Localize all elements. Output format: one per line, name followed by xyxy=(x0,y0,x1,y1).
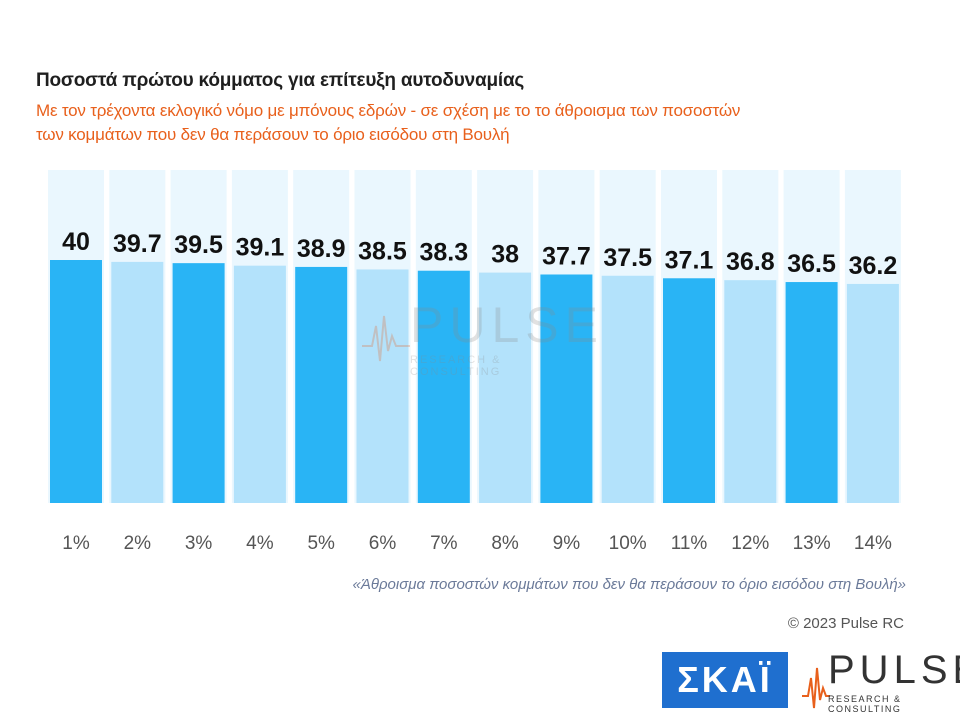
data-label: 38.3 xyxy=(419,239,468,267)
data-label: 39.1 xyxy=(236,234,285,262)
data-label: 38.9 xyxy=(297,235,346,263)
x-axis-label: «Άθροισμα ποσοστών κομμάτων που δεν θα π… xyxy=(352,576,906,593)
data-label: 39.7 xyxy=(113,230,162,258)
chart-title: Ποσοστά πρώτου κόμματος για επίτευξη αυτ… xyxy=(36,70,525,91)
bar xyxy=(540,274,593,503)
pulse-wave-icon xyxy=(802,667,830,709)
data-label: 36.5 xyxy=(787,250,836,278)
x-tick-label: 4% xyxy=(246,533,274,554)
x-tick-label: 7% xyxy=(430,533,458,554)
x-tick-label: 12% xyxy=(731,533,769,554)
pulse-watermark: PULSE RESEARCH & CONSULTING xyxy=(362,296,598,386)
x-tick-label: 9% xyxy=(553,533,581,554)
x-tick-label: 5% xyxy=(307,533,335,554)
watermark-name: PULSE xyxy=(410,297,604,353)
bar xyxy=(417,270,470,503)
bar xyxy=(785,282,838,503)
pulse-logo-tagline: RESEARCH & CONSULTING xyxy=(828,694,902,714)
pulse-wave-icon xyxy=(362,315,410,362)
bar xyxy=(663,278,715,503)
bar xyxy=(724,280,777,503)
bar xyxy=(479,272,532,503)
data-label: 38 xyxy=(491,241,519,269)
data-label: 36.2 xyxy=(849,252,898,280)
bar xyxy=(172,263,225,503)
bar-chart: 40 1% 39.7 2% 39.5 3% 39.1 4% 38.9 5% 38.5 6% 38.3 7%… xyxy=(48,170,901,554)
data-label: 37.1 xyxy=(665,246,714,274)
data-label: 39.5 xyxy=(174,231,223,259)
x-tick-label: 14% xyxy=(854,533,892,554)
x-tick-label: 3% xyxy=(185,533,213,554)
x-tick-label: 1% xyxy=(62,533,90,554)
bar xyxy=(846,283,899,503)
bar xyxy=(356,269,409,503)
data-label: 40 xyxy=(62,228,90,256)
copyright: © 2023 Pulse RC xyxy=(787,615,904,632)
x-tick-label: 8% xyxy=(491,533,519,554)
data-label: 37.7 xyxy=(542,242,591,270)
chart-subtitle: Με τον τρέχοντα εκλογικό νόμο με μπόνους… xyxy=(36,101,741,144)
pulse-logo-text: PULSE xyxy=(828,648,960,692)
pulse-logo: PULSE RESEARCH & CONSULTING xyxy=(802,648,960,714)
x-tick-label: 2% xyxy=(124,533,152,554)
data-label: 36.8 xyxy=(726,248,775,276)
data-label: 37.5 xyxy=(603,244,652,272)
bar xyxy=(601,275,654,503)
bar xyxy=(111,261,164,503)
x-tick-label: 13% xyxy=(793,533,831,554)
x-tick-label: 10% xyxy=(609,533,647,554)
x-tick-label: 11% xyxy=(671,533,708,554)
bar xyxy=(233,265,286,503)
x-tick-label: 6% xyxy=(369,533,397,554)
data-label: 38.5 xyxy=(358,237,407,265)
bar xyxy=(295,266,348,503)
skai-logo-text: ΣΚΑΪ xyxy=(677,659,773,700)
bar xyxy=(50,260,102,503)
watermark-tagline: RESEARCH & CONSULTING xyxy=(410,354,502,378)
skai-logo: ΣΚΑΪ xyxy=(662,652,788,708)
